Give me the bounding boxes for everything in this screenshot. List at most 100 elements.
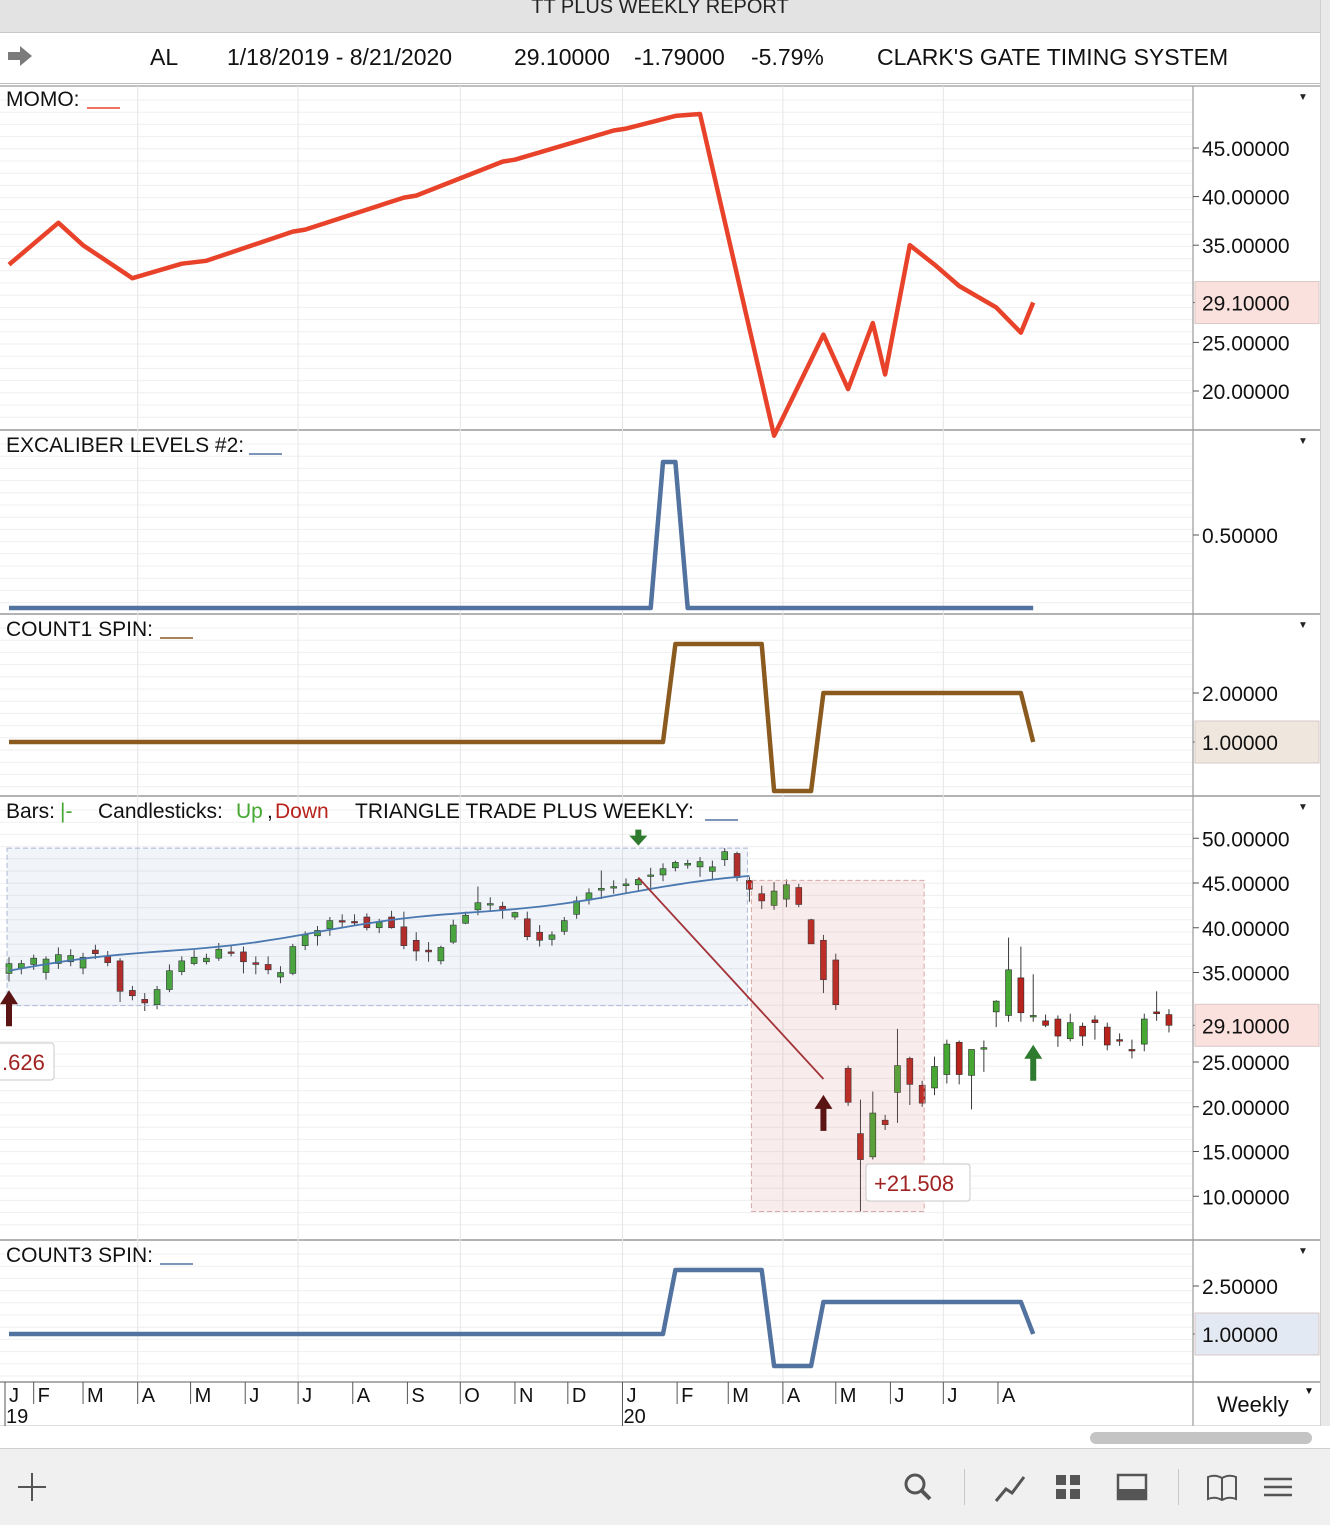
month-label: M <box>732 1385 749 1407</box>
grid-layout-icon[interactable] <box>1048 1467 1088 1507</box>
panel-menu-caret: ▼ <box>1298 436 1308 447</box>
line-chart-icon[interactable] <box>990 1467 1030 1507</box>
candle-body <box>203 957 210 963</box>
candle-body <box>1054 1018 1062 1037</box>
candle-body <box>832 959 840 1006</box>
forward-arrow-icon[interactable] <box>6 42 34 76</box>
symbol-label: AL <box>150 44 179 70</box>
candle-body <box>647 874 654 877</box>
date-range-label: 1/18/2019 - 8/21/2020 <box>227 44 453 70</box>
year-label: 20 <box>623 1406 645 1426</box>
candle-body <box>955 1042 963 1075</box>
left-profit-value: .626 <box>2 1050 45 1075</box>
price-label-down: Down <box>275 800 329 823</box>
month-label: A <box>357 1385 371 1407</box>
menu-icon[interactable] <box>1258 1467 1298 1507</box>
momo-panel-label: MOMO: <box>6 88 80 111</box>
candle-body <box>1103 1026 1111 1046</box>
triangle-trend-line-1 <box>8 875 750 972</box>
candle-body <box>918 1084 926 1104</box>
month-label: J <box>249 1385 259 1407</box>
candle-body <box>684 863 692 866</box>
axis-tick-label: 35.00000 <box>1202 963 1290 986</box>
timeframe-select[interactable]: Weekly ▼ <box>1196 1382 1320 1426</box>
candle-body <box>721 851 729 861</box>
add-plus-icon[interactable] <box>12 1467 52 1507</box>
candle-body <box>659 868 667 876</box>
right-profit-callout: +21.508 <box>865 1163 971 1202</box>
candle-body <box>264 964 272 971</box>
candle-body <box>79 956 87 969</box>
price-change-label: -1.79000 <box>634 44 725 70</box>
toolbar-divider <box>964 1469 965 1505</box>
candle-body <box>523 918 531 937</box>
candle-body <box>129 990 136 997</box>
candle-body <box>1116 1039 1123 1042</box>
candle-body <box>338 920 346 923</box>
search-icon[interactable] <box>898 1467 938 1507</box>
momo-line <box>7 111 1036 438</box>
candle-body <box>548 934 556 940</box>
candle-body <box>289 946 297 974</box>
count3-panel-label: COUNT3 SPIN: <box>6 1244 153 1267</box>
horizontal-scroll-thumb[interactable] <box>1090 1432 1312 1444</box>
axis-tick-label: 25.00000 <box>1202 1052 1290 1075</box>
candle-body <box>474 902 482 911</box>
left-profit-callout: .626 <box>0 1042 55 1081</box>
candle-body <box>277 972 284 978</box>
candle-body <box>462 914 469 924</box>
price-label-candles: Candlesticks: <box>98 800 223 823</box>
candle-body <box>1128 1049 1136 1052</box>
axis-tick-label: 25.00000 <box>1202 332 1290 355</box>
candle-body <box>511 912 519 918</box>
candle-body <box>1091 1019 1099 1023</box>
candle-body <box>240 951 247 963</box>
candle-body <box>1042 1020 1049 1026</box>
month-label: J <box>302 1385 312 1407</box>
horizontal-scroll-track[interactable] <box>0 1426 1330 1448</box>
book-icon[interactable] <box>1202 1467 1242 1507</box>
up-arrow-icon <box>814 1094 833 1131</box>
count1-spin-line <box>9 641 1036 794</box>
year-label: 19 <box>6 1406 28 1426</box>
candle-body <box>869 1112 877 1158</box>
candle-body <box>783 884 790 900</box>
excaliber-line <box>9 459 1034 611</box>
axis-tick-label: 0.50000 <box>1202 525 1278 548</box>
axis-tick-label: 10.00000 <box>1202 1186 1290 1209</box>
candle-body <box>795 887 803 905</box>
series-layer <box>5 111 1173 1369</box>
candle-body <box>425 949 432 953</box>
candle-body <box>449 924 457 943</box>
axis-tick-label: 45.00000 <box>1202 138 1290 161</box>
candle-body <box>351 921 358 924</box>
up-arrow-icon <box>0 990 18 1027</box>
candle-body <box>190 956 198 964</box>
excaliber-panel-label: EXCALIBER LEVELS #2: <box>6 434 244 457</box>
candle-body <box>1165 1014 1173 1026</box>
axis-tick-label: 35.00000 <box>1202 235 1290 258</box>
candle-body <box>1029 1015 1037 1018</box>
month-label: N <box>519 1385 533 1407</box>
last-value-box <box>1194 1003 1320 1047</box>
candle-body <box>560 920 568 932</box>
window-title: TT PLUS WEEKLY REPORT <box>531 0 789 18</box>
axis-tick-label: 1.00000 <box>1202 732 1278 755</box>
price-label-ttp: TRIANGLE TRADE PLUS WEEKLY: <box>355 800 694 823</box>
window-edge <box>1320 0 1330 1450</box>
chart-area[interactable]: ▼ ▼ ▼ ▼ ▼ 45.00000 40.00000 35.00000 29.10000 25.… <box>0 84 1320 1426</box>
candle-body <box>622 883 630 886</box>
month-label: S <box>411 1385 424 1407</box>
candle-body <box>881 1119 889 1125</box>
candle-body <box>153 989 161 1006</box>
symbol-info-bar: AL 1/18/2019 - 8/21/2020 29.10000 -1.790… <box>0 33 1320 84</box>
last-price-label: 29.10000 <box>514 44 610 70</box>
candle-body <box>400 926 408 946</box>
month-label: O <box>464 1385 480 1407</box>
candle-body <box>5 963 13 974</box>
axis-tick-label: 20.00000 <box>1202 381 1290 404</box>
candle-body <box>1066 1022 1074 1040</box>
candle-body <box>116 960 124 992</box>
month-label: A <box>787 1385 801 1407</box>
panel-layout-icon[interactable] <box>1112 1467 1152 1507</box>
